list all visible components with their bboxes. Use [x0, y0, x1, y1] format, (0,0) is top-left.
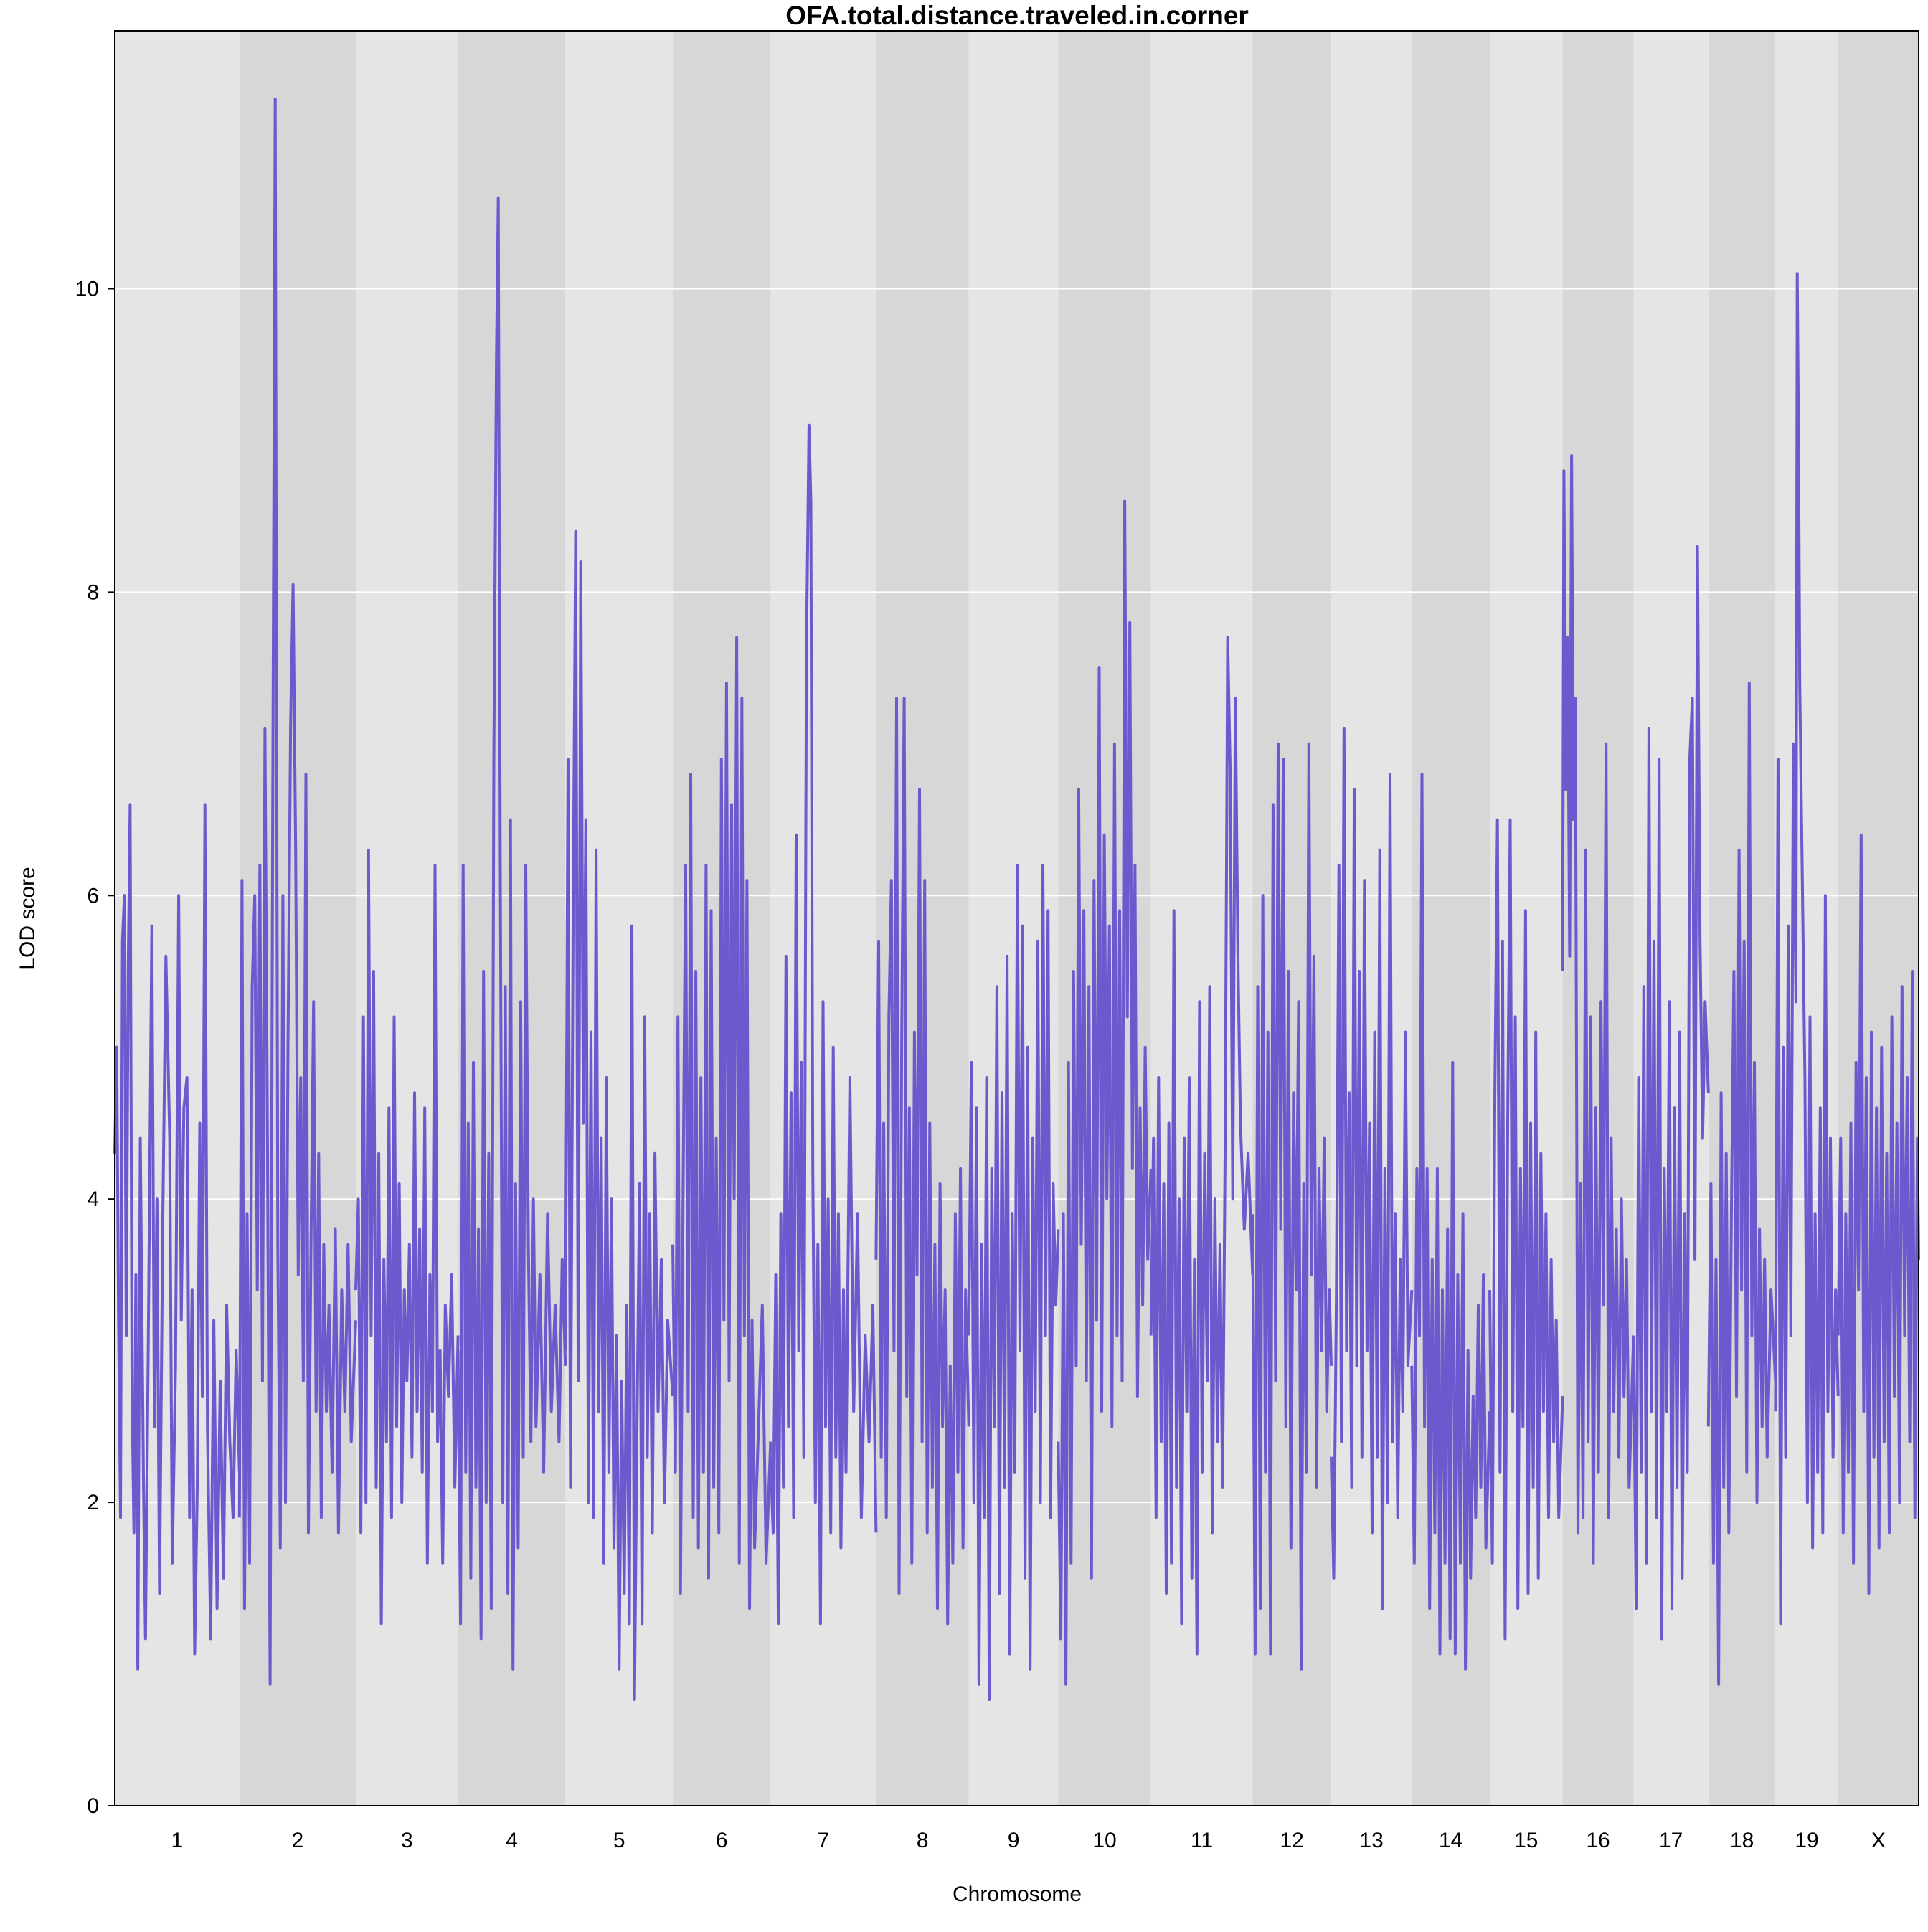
lod-line-chr-8 — [874, 697, 970, 1626]
y-tick-label-2: 2 — [87, 1491, 99, 1514]
chart-title: OFA.total.distance.traveled.in.corner — [785, 1, 1249, 30]
x-axis: 1 2 3 4 5 6 7 8 9 10 11 12 13 14 15 16 17 18 19 X — [171, 1829, 1886, 1852]
plot-frame — [114, 30, 1919, 1806]
band-chr-9 — [968, 31, 1059, 1806]
y-tick-label-0: 0 — [87, 1794, 99, 1818]
x-tick-label-chr-19: 19 — [1795, 1829, 1818, 1852]
x-tick-label-chr-9: 9 — [1008, 1829, 1020, 1852]
lod-line-chr-6 — [671, 636, 772, 1611]
lod-line-chr-12 — [1251, 742, 1333, 1671]
x-tick-label-chr-11: 11 — [1191, 1829, 1213, 1852]
lod-line-chr-9 — [967, 864, 1060, 1701]
y-tick-label-4: 4 — [87, 1187, 99, 1211]
x-tick-label-chr-16: 16 — [1586, 1829, 1610, 1852]
lod-line-chr-15 — [1488, 818, 1564, 1641]
band-chr-7 — [770, 31, 876, 1806]
x-tick-label-chr-X: X — [1871, 1829, 1886, 1852]
x-tick-label-chr-13: 13 — [1359, 1829, 1383, 1852]
lod-series — [113, 98, 1920, 1701]
lod-line-chr-19 — [1774, 272, 1840, 1626]
lod-line-chr-7 — [769, 423, 878, 1626]
lod-line-chr-16 — [1561, 454, 1635, 1565]
lod-line-chr-17 — [1632, 545, 1710, 1641]
x-tick-label-chr-18: 18 — [1730, 1829, 1754, 1852]
lod-line-chr-14 — [1410, 773, 1491, 1671]
lod-line-chr-5 — [564, 529, 674, 1701]
x-tick-label-chr-4: 4 — [506, 1829, 518, 1852]
lod-line-chr-3 — [354, 848, 460, 1626]
x-tick-label-chr-1: 1 — [171, 1829, 184, 1852]
lod-line-chr-13 — [1330, 727, 1414, 1611]
y-tick-label-6: 6 — [87, 884, 99, 908]
x-tick-label-chr-14: 14 — [1439, 1829, 1462, 1852]
y-axis-label: LOD score — [16, 867, 39, 969]
lod-line-chr-4 — [456, 196, 567, 1671]
y-axis: 0 2 4 6 8 10 — [75, 277, 115, 1818]
band-chr-19 — [1775, 31, 1838, 1806]
x-tick-label-chr-2: 2 — [292, 1829, 304, 1852]
x-tick-label-chr-17: 17 — [1659, 1829, 1683, 1852]
x-tick-label-chr-7: 7 — [818, 1829, 830, 1852]
lod-line-chr-X — [1836, 833, 1920, 1595]
band-chr-2 — [239, 31, 356, 1806]
lod-line-chr-11 — [1149, 636, 1254, 1656]
lod-line-chr-10 — [1057, 499, 1153, 1686]
y-tick-label-10: 10 — [75, 277, 99, 301]
lod-line-chr-18 — [1706, 682, 1777, 1686]
x-tick-label-chr-12: 12 — [1280, 1829, 1303, 1852]
lod-line-chr-2 — [237, 98, 357, 1686]
lod-line-chr-1 — [113, 803, 241, 1671]
x-tick-label-chr-10: 10 — [1092, 1829, 1116, 1852]
x-tick-label-chr-6: 6 — [716, 1829, 728, 1852]
x-axis-label: Chromosome — [953, 1882, 1082, 1906]
band-chr-16 — [1562, 31, 1634, 1806]
x-tick-label-chr-15: 15 — [1514, 1829, 1538, 1852]
x-tick-label-chr-3: 3 — [401, 1829, 413, 1852]
y-tick-label-8: 8 — [87, 580, 99, 604]
x-tick-label-chr-8: 8 — [917, 1829, 929, 1852]
x-tick-label-chr-5: 5 — [613, 1829, 625, 1852]
